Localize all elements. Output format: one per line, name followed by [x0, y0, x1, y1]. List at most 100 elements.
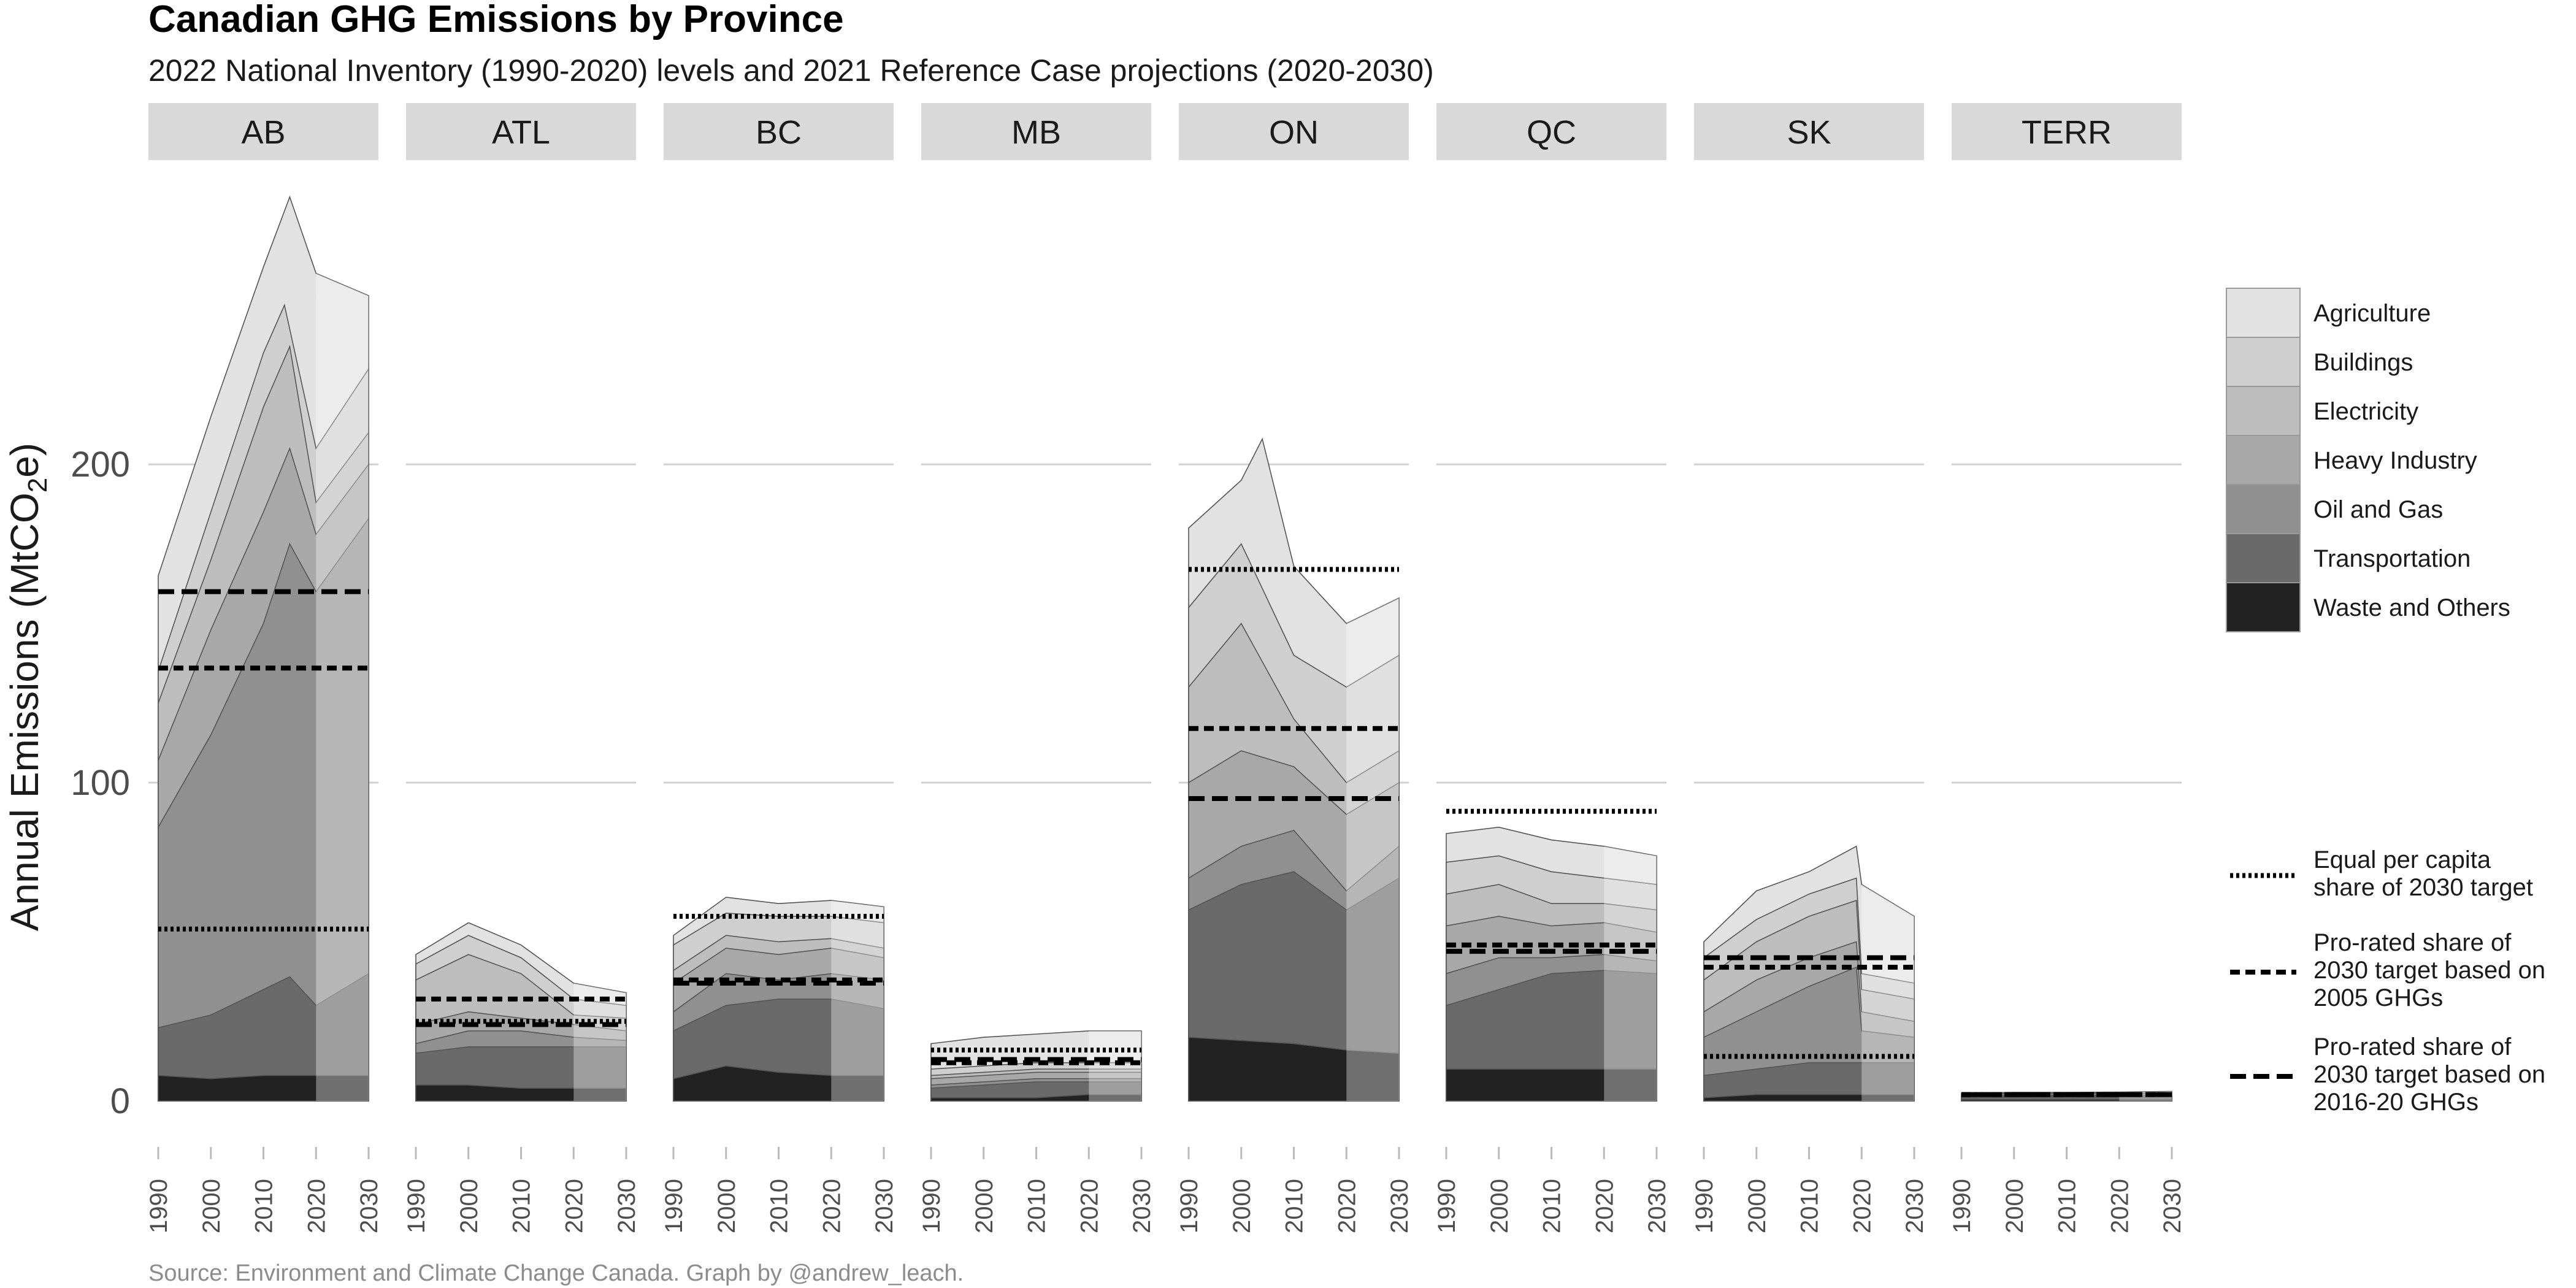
panel-terr: TERR 1990 2000 2010 2020 2030 — [1949, 103, 2186, 1233]
strip-label: BC — [756, 114, 802, 151]
strip-sk — [1694, 103, 1924, 160]
x-tick-label: 1990 — [661, 1179, 688, 1233]
panel-bc: BC 1990 2000 2010 2020 2030 — [661, 103, 898, 1233]
legend-target-label: 2005 GHGs — [2313, 984, 2443, 1011]
legend-swatch — [2226, 582, 2301, 632]
panel-sk: SK 1990 2000 2010 2020 2030 — [1691, 103, 1928, 1233]
area-waste-and-others — [673, 1065, 884, 1102]
projection-overlay — [831, 900, 884, 1101]
chart-title: Canadian GHG Emissions by Province — [148, 0, 844, 40]
strip-mb — [921, 103, 1151, 160]
y-ticks: 0 100 200 — [71, 445, 130, 1121]
x-tick-label: 2010 — [1796, 1179, 1823, 1233]
x-tick-label: 2000 — [456, 1179, 483, 1233]
panel-atl: ATL 1990 2000 2010 2020 2030 — [403, 103, 640, 1233]
strip-label: AB — [241, 114, 285, 151]
x-tick-label: 2030 — [1644, 1179, 1671, 1233]
x-tick-label: 2030 — [871, 1179, 898, 1233]
legend-swatch — [2226, 435, 2301, 485]
y-axis-label: Annual Emissions (MtCO2e) — [2, 443, 53, 931]
x-tick-label: 2000 — [1486, 1179, 1513, 1233]
y-tick-label: 200 — [71, 445, 130, 485]
panel-mb: MB 1990 2000 2010 2020 2030 — [918, 103, 1156, 1233]
legend-target-label: 2016-20 GHGs — [2313, 1089, 2478, 1116]
x-tick-label: 2000 — [1744, 1179, 1771, 1233]
x-tick-label: 2000 — [198, 1179, 225, 1233]
legend-label: Buildings — [2313, 349, 2413, 376]
x-tick-label: 2000 — [713, 1179, 740, 1233]
x-tick-label: 2010 — [1024, 1179, 1051, 1233]
y-axis-label-subscript: 2 — [23, 478, 53, 493]
legend-label: Heavy Industry — [2313, 447, 2477, 474]
legend-label: Electricity — [2313, 398, 2418, 425]
legend-label: Agriculture — [2313, 300, 2431, 327]
x-tick-label: 2010 — [508, 1179, 535, 1233]
strip-qc — [1436, 103, 1666, 160]
chart-subtitle: 2022 National Inventory (1990-2020) leve… — [148, 53, 1434, 88]
x-tick-label: 1990 — [1433, 1179, 1460, 1233]
x-tick-label: 1990 — [1176, 1179, 1203, 1233]
projection-overlay — [573, 983, 626, 1101]
area-waste-and-others — [1446, 1068, 1657, 1102]
x-tick-label: 2020 — [2106, 1179, 2133, 1233]
projection-overlay — [1089, 1030, 1141, 1101]
strip-atl — [406, 103, 636, 160]
legend-swatch — [2226, 288, 2301, 338]
area-waste-and-others — [930, 1094, 1142, 1102]
projection-overlay — [1346, 598, 1399, 1101]
x-tick-label: 2000 — [971, 1179, 998, 1233]
legend-swatch — [2226, 386, 2301, 436]
area-waste-and-others — [1188, 1037, 1400, 1102]
legend-swatch — [2226, 484, 2301, 534]
strip-ab — [148, 103, 378, 160]
x-tick-label: 2010 — [2054, 1179, 2081, 1233]
x-tick-label: 2010 — [1281, 1179, 1308, 1233]
legend-label: Transportation — [2313, 545, 2471, 572]
legend-label: Oil and Gas — [2313, 496, 2443, 523]
x-tick-label: 2030 — [1901, 1179, 1928, 1233]
x-tick-label: 2010 — [251, 1179, 278, 1233]
area-waste-and-others — [415, 1084, 627, 1102]
legend-target-label: Equal per capita — [2313, 846, 2491, 873]
x-tick-label: 2020 — [818, 1179, 845, 1233]
strip-terr — [1952, 103, 2182, 160]
x-tick-label: 1990 — [145, 1179, 172, 1233]
panel-on: ON 1990 2000 2010 2020 2030 — [1176, 103, 1413, 1233]
legend-target-label: Pro-rated share of — [2313, 929, 2512, 956]
area-waste-and-others — [158, 1075, 369, 1102]
chart-caption: Source: Environment and Climate Change C… — [148, 1260, 964, 1286]
projection-overlay — [316, 273, 369, 1102]
strip-on — [1179, 103, 1409, 160]
x-tick-label: 1990 — [1949, 1179, 1976, 1233]
projection-overlay — [1604, 846, 1657, 1101]
x-tick-label: 2030 — [613, 1179, 640, 1233]
y-axis-label-main: Annual Emissions (MtCO — [2, 493, 47, 931]
strip-label: SK — [1787, 114, 1831, 151]
legend-target-label: Pro-rated share of — [2313, 1033, 2512, 1060]
legend-target-label: 2030 target based on — [2313, 957, 2545, 984]
panel-ab: AB 1990 2000 2010 2020 2030 — [145, 103, 383, 1233]
x-tick-label: 1990 — [1691, 1179, 1718, 1233]
x-tick-label: 2010 — [766, 1179, 793, 1233]
area-oil-and-gas — [158, 516, 369, 1102]
y-tick-label: 0 — [110, 1081, 130, 1121]
x-tick-label: 2020 — [1849, 1179, 1876, 1233]
area-transportation — [158, 972, 369, 1102]
strip-label: QC — [1527, 114, 1576, 151]
x-tick-label: 2020 — [303, 1179, 330, 1233]
x-tick-label: 2010 — [1539, 1179, 1566, 1233]
strip-label: ATL — [492, 114, 550, 151]
strip-label: ON — [1269, 114, 1319, 151]
x-tick-label: 2020 — [1591, 1179, 1618, 1233]
x-tick-label: 2000 — [1229, 1179, 1255, 1233]
x-tick-label: 2020 — [1076, 1179, 1103, 1233]
x-tick-label: 2030 — [2159, 1179, 2186, 1233]
strip-label: TERR — [2022, 114, 2112, 151]
x-tick-label: 1990 — [403, 1179, 430, 1233]
legend-target-label: 2030 target based on — [2313, 1061, 2545, 1088]
legend-label: Waste and Others — [2313, 594, 2510, 621]
projection-overlay — [1861, 884, 1914, 1101]
x-tick-label: 2000 — [2001, 1179, 2028, 1233]
